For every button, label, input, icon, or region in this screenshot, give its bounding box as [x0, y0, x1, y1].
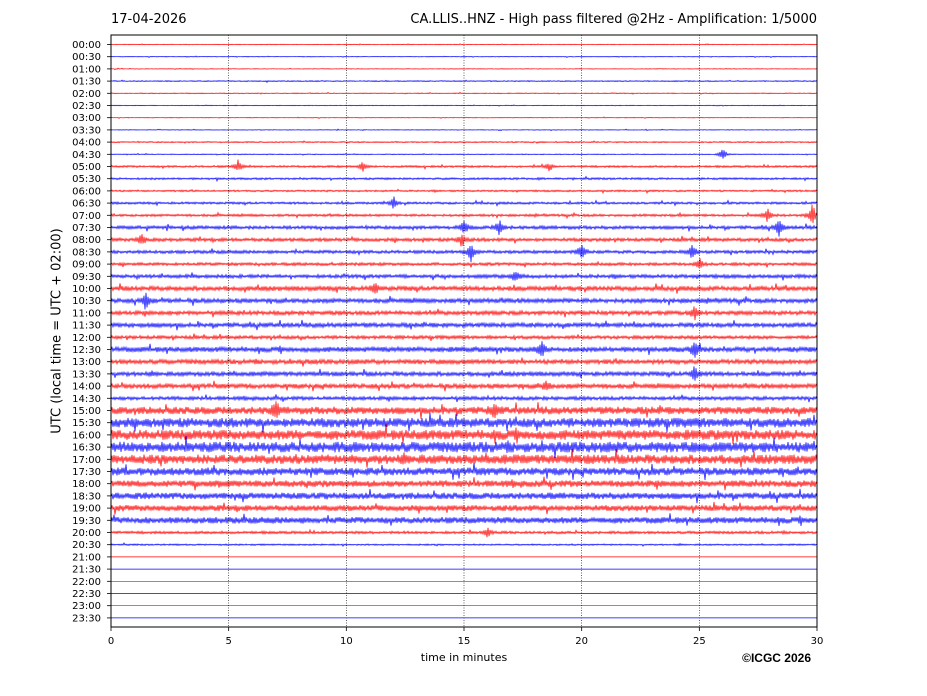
- row-time-label: 17:00: [72, 455, 101, 466]
- row-time-label: 10:30: [72, 296, 101, 307]
- row-time-label: 22:00: [72, 577, 101, 588]
- row-time-label: 20:30: [72, 540, 101, 551]
- row-time-label: 11:00: [72, 308, 101, 319]
- row-time-label: 01:30: [72, 77, 101, 88]
- row-time-label: 04:00: [72, 138, 101, 149]
- trace-1230: [110, 341, 818, 358]
- row-time-label: 03:30: [72, 125, 101, 136]
- row-time-label: 02:00: [72, 89, 101, 100]
- trace-1800: [110, 476, 818, 491]
- row-time-label: 21:30: [72, 565, 101, 576]
- row-time-label: 23:30: [72, 613, 101, 624]
- trace-1200: [110, 333, 818, 342]
- x-tick-label: 25: [693, 636, 706, 647]
- trace-0100: [110, 67, 818, 71]
- x-tick-label: 0: [108, 636, 114, 647]
- row-time-label: 18:00: [72, 479, 101, 490]
- trace-0800: [110, 234, 818, 247]
- row-time-label: 00:30: [72, 52, 101, 63]
- trace-0030: [110, 55, 818, 58]
- row-time-label: 12:00: [72, 333, 101, 344]
- row-time-label: 11:30: [72, 321, 101, 332]
- row-time-label: 22:30: [72, 589, 101, 600]
- trace-1600: [110, 423, 818, 445]
- row-time-label: 23:00: [72, 601, 101, 612]
- row-time-label: 02:30: [72, 101, 101, 112]
- trace-1000: [110, 283, 818, 294]
- trace-0000: [110, 43, 818, 46]
- y-axis-label: UTC (local time = UTC + 02:00): [49, 228, 65, 434]
- row-time-label: 12:30: [72, 345, 101, 356]
- row-time-label: 05:30: [72, 174, 101, 185]
- trace-0400: [110, 140, 818, 144]
- row-time-label: 17:30: [72, 467, 101, 478]
- row-time-label: 14:00: [72, 382, 101, 393]
- row-time-label: 07:00: [72, 211, 101, 222]
- row-time-label: 06:30: [72, 199, 101, 210]
- x-tick-label: 30: [811, 636, 824, 647]
- x-axis-minute-ticks: 0 5 10 15 20 25 30: [108, 627, 824, 647]
- row-time-label: 15:30: [72, 418, 101, 429]
- row-time-label: 00:00: [72, 40, 101, 51]
- x-tick-label: 15: [458, 636, 471, 647]
- row-time-label: 10:00: [72, 284, 101, 295]
- trace-1030: [110, 292, 818, 310]
- row-time-label: 07:30: [72, 223, 101, 234]
- row-time-label: 16:00: [72, 430, 101, 441]
- row-time-label: 09:30: [72, 272, 101, 283]
- row-time-label: 06:00: [72, 186, 101, 197]
- row-time-label: 08:30: [72, 247, 101, 258]
- row-time-label: 19:30: [72, 516, 101, 527]
- trace-0430: [110, 149, 818, 159]
- trace-1330: [110, 366, 818, 381]
- row-time-label: 20:00: [72, 528, 101, 539]
- time-gridlines: [228, 35, 700, 627]
- x-axis-label: time in minutes: [420, 651, 508, 664]
- trace-0600: [110, 188, 818, 195]
- row-time-label: 21:00: [72, 552, 101, 563]
- plot-date: 17-04-2026: [111, 12, 187, 27]
- row-time-label: 08:00: [72, 235, 101, 246]
- row-time-label: 16:30: [72, 443, 101, 454]
- row-time-label: 19:00: [72, 504, 101, 515]
- x-tick-label: 20: [575, 636, 588, 647]
- row-time-label: 03:00: [72, 113, 101, 124]
- row-time-label: 14:30: [72, 394, 101, 405]
- x-tick-label: 5: [225, 636, 231, 647]
- row-time-label: 13:30: [72, 369, 101, 380]
- plot-title: CA.LLIS..HNZ - High pass filtered @2Hz -…: [410, 12, 817, 27]
- row-time-label: 04:30: [72, 150, 101, 161]
- row-time-label: 01:00: [72, 64, 101, 75]
- copyright-notice: ©ICGC 2026: [742, 651, 811, 665]
- row-time-label: 13:00: [72, 357, 101, 368]
- row-time-label: 09:00: [72, 260, 101, 271]
- trace-1300: [110, 357, 818, 367]
- row-time-label: 15:00: [72, 406, 101, 417]
- row-time-label: 05:00: [72, 162, 101, 173]
- row-time-label: 18:30: [72, 491, 101, 502]
- x-tick-label: 10: [340, 636, 353, 647]
- trace-1430: [110, 394, 818, 403]
